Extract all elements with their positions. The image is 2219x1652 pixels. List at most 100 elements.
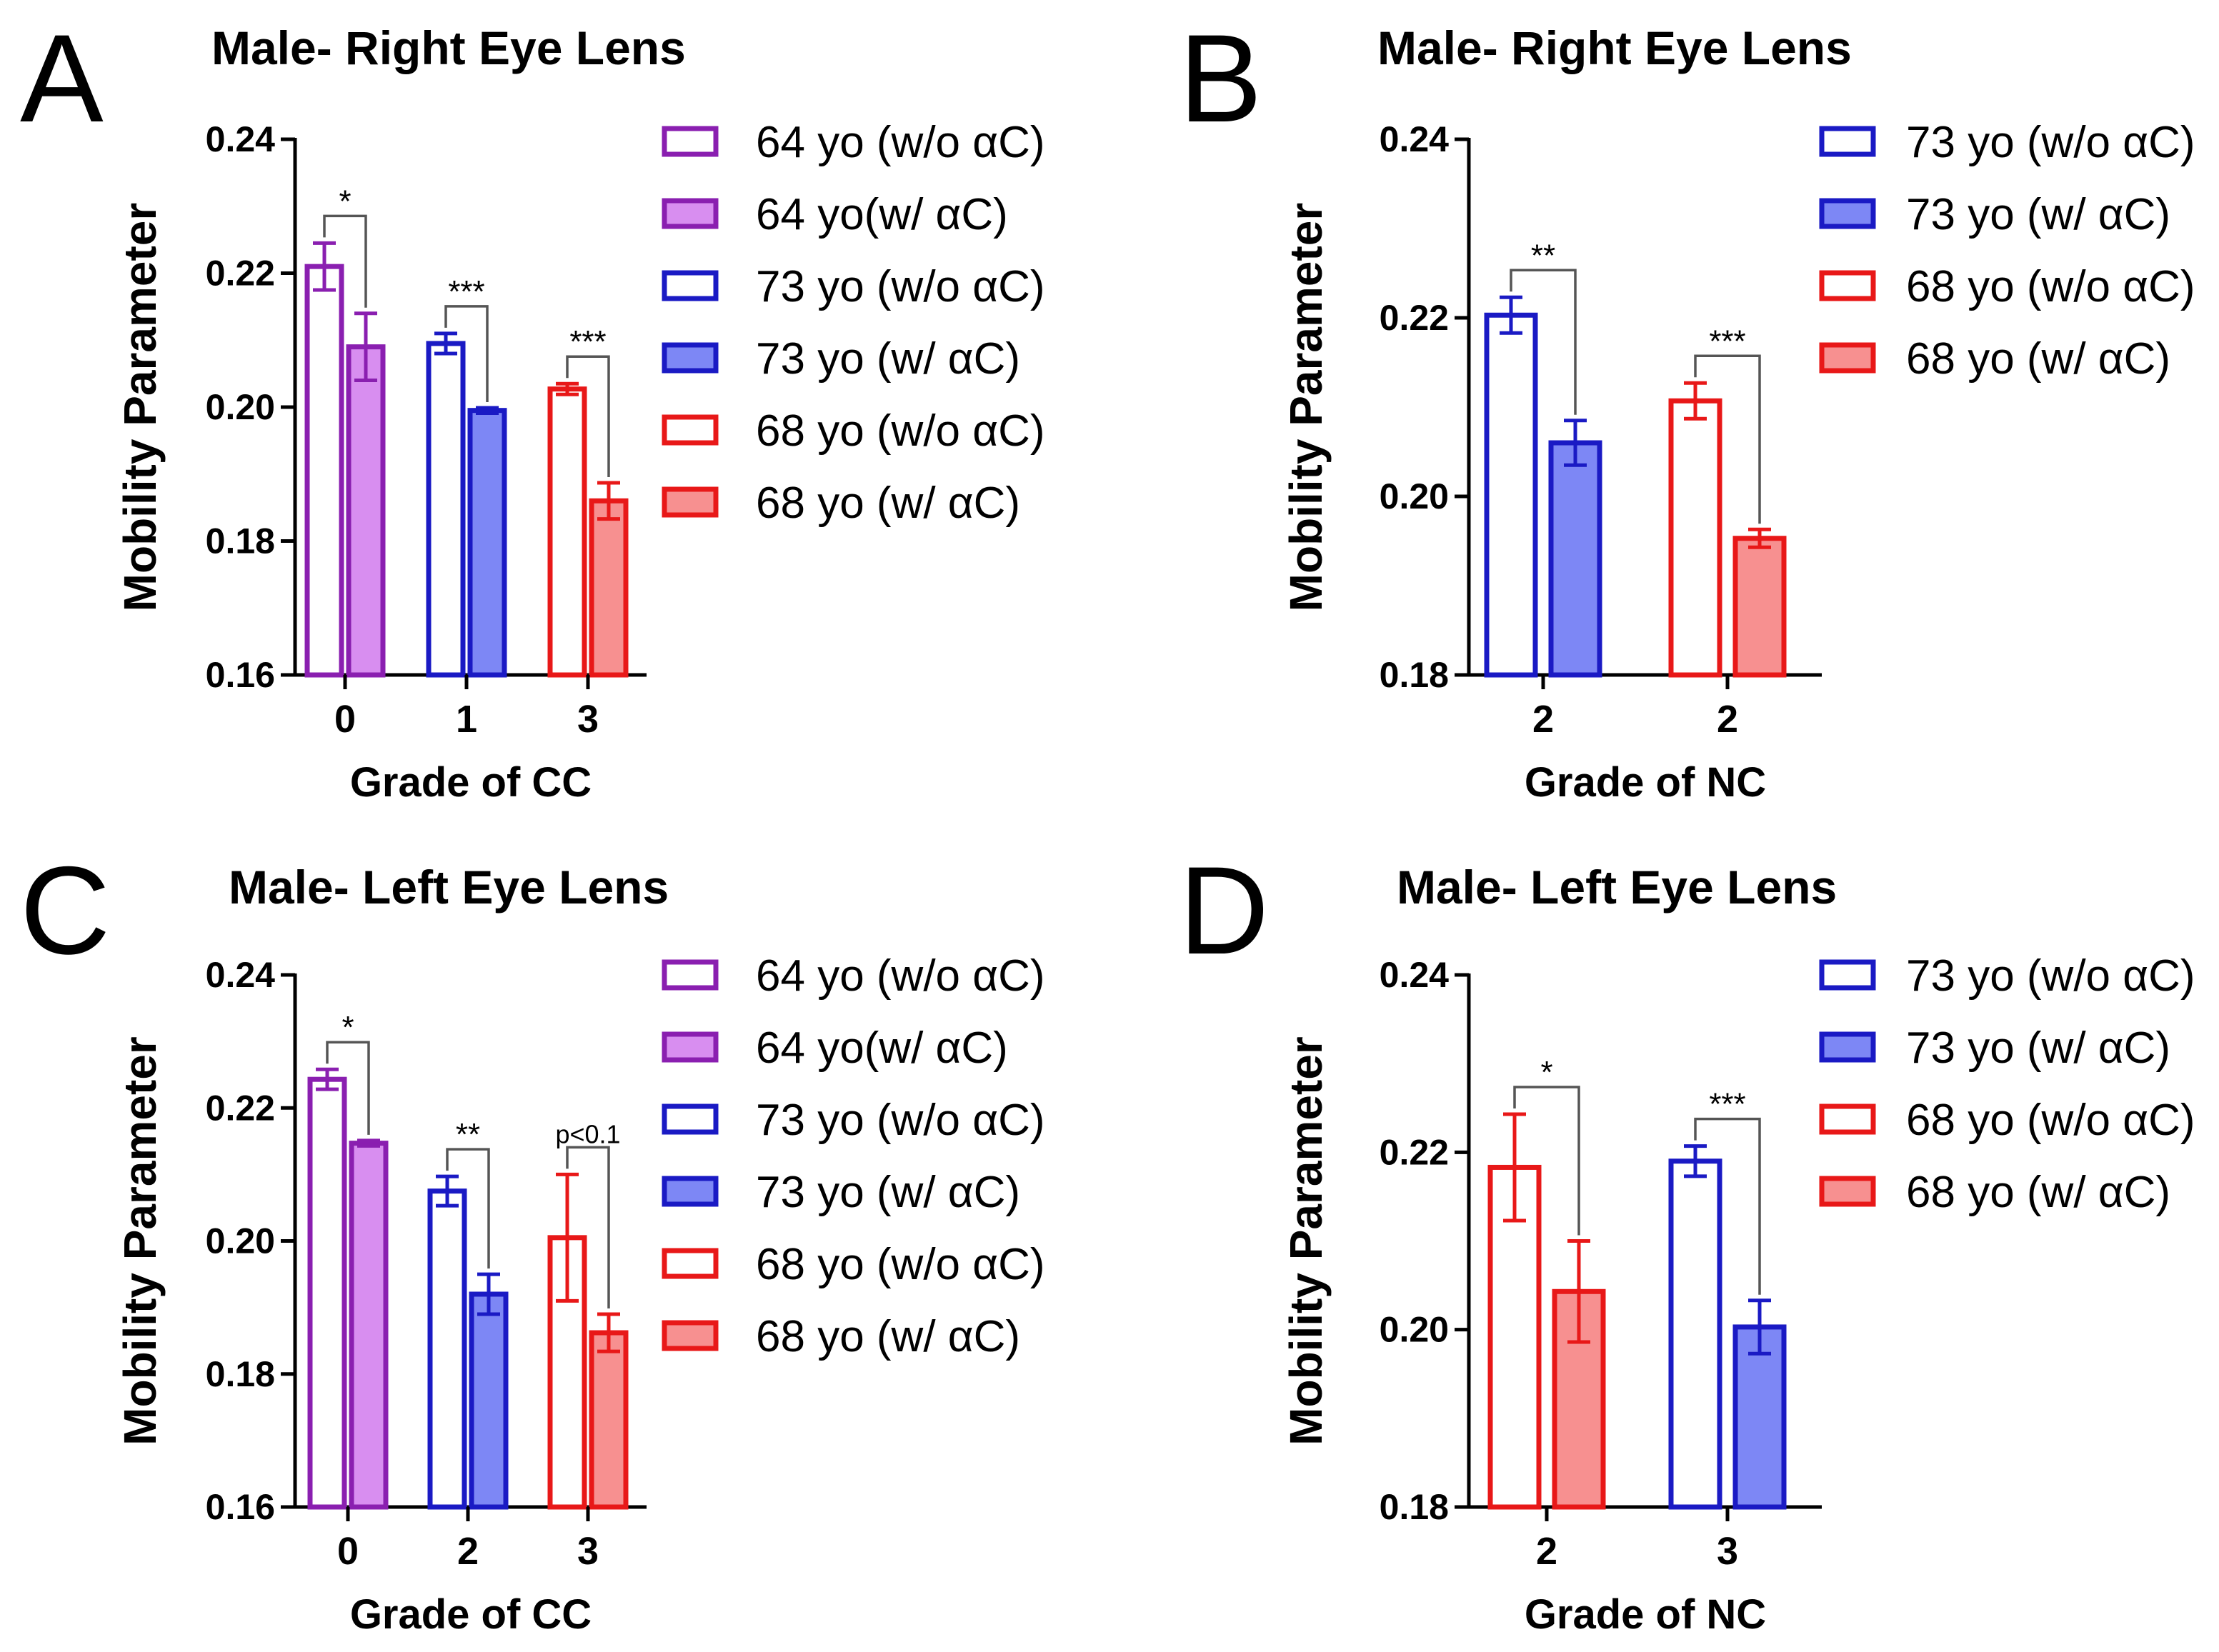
y-tick-label: 0.22 (206, 254, 275, 294)
chart-title: Male- Left Eye Lens (229, 861, 669, 913)
significance-label: * (341, 1010, 354, 1045)
significance-label: *** (1709, 1087, 1745, 1122)
significance-bracket (323, 214, 367, 308)
significance-bracket (1513, 1086, 1580, 1236)
panel-a: A Male- Right Eye Lens Mobility Parameter 0… (20, 9, 1045, 806)
bar (346, 344, 386, 678)
panel-d: D Male- Left Eye Lens Mobility Parameter 0.… (1179, 841, 2195, 1638)
significance-label: ** (456, 1117, 480, 1152)
x-tick-label: 2 (1717, 698, 1738, 741)
x-tick-label: 2 (1532, 698, 1554, 741)
bar (547, 386, 587, 678)
y-tick-label: 0.24 (1380, 955, 1450, 995)
y-axis-label: Mobility Parameter (1280, 203, 1332, 612)
legend-swatch (1819, 342, 1876, 374)
y-tick-label: 0.22 (1380, 1132, 1449, 1172)
bar (469, 1291, 509, 1510)
legend-swatch (662, 1103, 719, 1135)
panel-b: B Male- Right Eye Lens Mobility Parameter 0… (1179, 9, 2195, 806)
bar (589, 1330, 629, 1510)
bar (427, 1188, 467, 1510)
bar (304, 264, 344, 678)
x-axis-label: Grade of CC (350, 1591, 592, 1638)
legend-label: 68 yo (w/ αC) (1906, 334, 2170, 384)
bar (589, 498, 629, 678)
y-tick-label: 0.20 (206, 1221, 275, 1261)
legend-swatch (662, 1248, 719, 1279)
significance-label: ** (1531, 238, 1555, 273)
y-tick-label: 0.20 (1380, 476, 1449, 516)
y-tick-label: 0.18 (206, 521, 275, 561)
x-axis-label: Grade of CC (350, 759, 592, 806)
legend-swatch (662, 342, 719, 374)
y-axis-label: Mobility Parameter (114, 203, 166, 612)
y-tick-label: 0.18 (1380, 655, 1449, 695)
bar (1668, 1158, 1722, 1510)
legend-label: 68 yo (w/o αC) (1906, 1096, 2195, 1145)
legend-swatch (662, 959, 719, 991)
legend-label: 64 yo (w/o αC) (756, 951, 1045, 1001)
legend-label: 68 yo (w/ αC) (1906, 1168, 2170, 1217)
legend-label: 68 yo (w/ αC) (756, 479, 1020, 528)
legend-swatch (1819, 126, 1876, 157)
significance-bracket (1694, 354, 1761, 524)
legend-swatch (1819, 270, 1876, 301)
bar (467, 408, 507, 678)
x-tick-label: 1 (456, 698, 477, 741)
panel-c: C Male- Left Eye Lens Mobility Parameter 0.… (20, 841, 1045, 1638)
legend-swatch (662, 270, 719, 301)
bar (1668, 398, 1722, 678)
significance-bracket (444, 305, 489, 402)
significance-label: *** (448, 274, 484, 309)
significance-bracket (1510, 269, 1577, 415)
y-tick-label: 0.20 (1380, 1310, 1449, 1350)
y-tick-label: 0.16 (206, 655, 275, 695)
bar (1484, 312, 1538, 678)
legend-swatch (662, 126, 719, 157)
legend-label: 73 yo (w/ αC) (1906, 1023, 2170, 1073)
y-tick-label: 0.24 (206, 955, 276, 995)
y-tick-label: 0.18 (206, 1354, 275, 1394)
legend-label: 73 yo (w/o αC) (1906, 118, 2195, 167)
panel-letter: A (20, 9, 104, 149)
x-tick-label: 0 (334, 698, 356, 741)
y-tick-label: 0.24 (1380, 119, 1450, 159)
significance-label: *** (1709, 324, 1745, 359)
significance-bracket (446, 1148, 490, 1269)
legend-swatch (1819, 1103, 1876, 1135)
x-tick-label: 3 (1717, 1530, 1738, 1573)
significance-bracket (566, 355, 610, 477)
x-tick-label: 0 (337, 1530, 359, 1573)
legend-label: 73 yo (w/ αC) (1906, 190, 2170, 239)
legend-swatch (1819, 1176, 1876, 1207)
chart-title: Male- Right Eye Lens (1377, 21, 1852, 74)
y-tick-label: 0.24 (206, 119, 276, 159)
significance-label: * (339, 184, 351, 219)
chart-title: Male- Right Eye Lens (211, 21, 686, 74)
bar (1732, 536, 1787, 678)
legend-label: 68 yo (w/o αC) (756, 406, 1045, 456)
legend-label: 64 yo(w/ αC) (756, 1023, 1008, 1073)
legend-label: 68 yo (w/o αC) (756, 1240, 1045, 1289)
legend-label: 73 yo (w/ αC) (756, 1168, 1020, 1217)
chart-title: Male- Left Eye Lens (1397, 861, 1837, 913)
panel-letter: D (1179, 841, 1269, 981)
significance-bracket (1694, 1117, 1761, 1295)
legend-label: 64 yo (w/o αC) (756, 118, 1045, 167)
legend-swatch (662, 1320, 719, 1351)
legend-swatch (1819, 198, 1876, 229)
significance-bracket (566, 1146, 610, 1308)
significance-bracket (326, 1041, 370, 1135)
y-tick-label: 0.20 (206, 387, 275, 427)
x-tick-label: 2 (1536, 1530, 1557, 1573)
y-tick-label: 0.22 (206, 1088, 275, 1128)
x-tick-label: 3 (577, 698, 599, 741)
bar (349, 1141, 389, 1510)
legend-label: 64 yo(w/ αC) (756, 190, 1008, 239)
legend-swatch (1819, 1031, 1876, 1063)
legend-swatch (662, 198, 719, 229)
legend-label: 73 yo (w/o αC) (756, 262, 1045, 311)
y-axis-label: Mobility Parameter (1280, 1036, 1332, 1446)
legend-swatch (662, 1031, 719, 1063)
